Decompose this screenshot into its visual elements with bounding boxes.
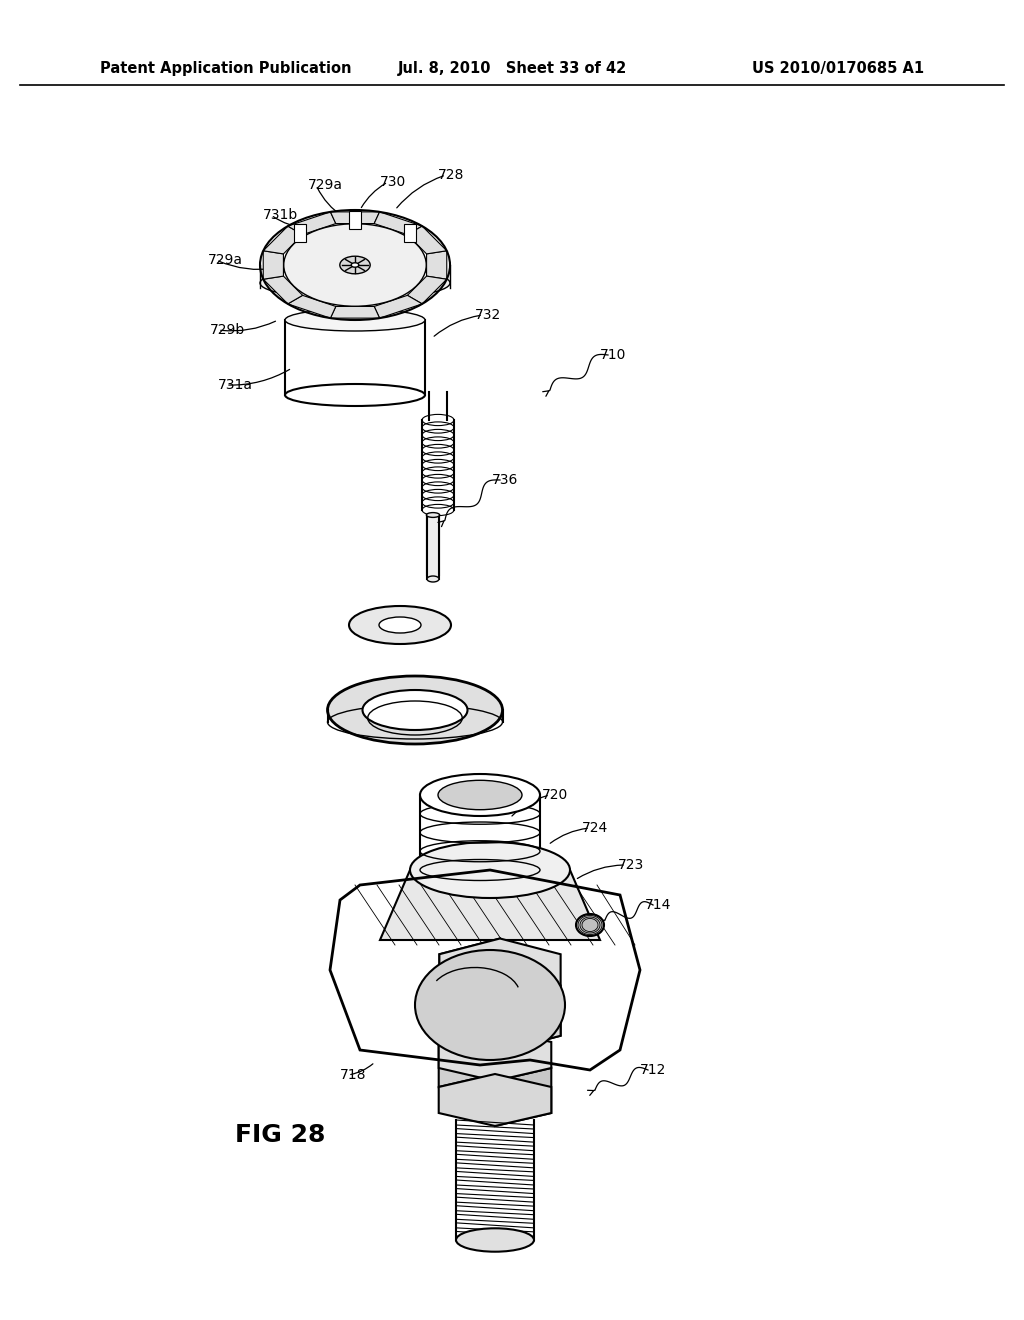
Ellipse shape xyxy=(427,576,439,582)
Text: 720: 720 xyxy=(542,788,568,803)
Ellipse shape xyxy=(438,780,522,809)
Text: 736: 736 xyxy=(492,473,518,487)
Polygon shape xyxy=(439,939,560,1002)
Text: 729a: 729a xyxy=(208,253,243,267)
Polygon shape xyxy=(374,296,422,318)
Text: 718: 718 xyxy=(340,1068,367,1082)
Text: 723: 723 xyxy=(618,858,644,873)
Polygon shape xyxy=(439,939,500,1005)
Ellipse shape xyxy=(285,384,425,407)
Polygon shape xyxy=(263,251,284,280)
Ellipse shape xyxy=(415,950,565,1060)
Polygon shape xyxy=(404,224,416,242)
Ellipse shape xyxy=(426,512,439,517)
Polygon shape xyxy=(438,1074,551,1126)
Polygon shape xyxy=(408,276,446,304)
Ellipse shape xyxy=(456,1229,534,1251)
Polygon shape xyxy=(263,226,303,253)
Ellipse shape xyxy=(328,676,503,744)
Ellipse shape xyxy=(285,309,425,331)
Text: 710: 710 xyxy=(600,348,627,362)
Polygon shape xyxy=(288,213,336,235)
Ellipse shape xyxy=(420,774,540,816)
Text: Patent Application Publication: Patent Application Publication xyxy=(100,61,351,75)
Polygon shape xyxy=(438,1030,551,1081)
Text: Jul. 8, 2010   Sheet 33 of 42: Jul. 8, 2010 Sheet 33 of 42 xyxy=(397,61,627,75)
Polygon shape xyxy=(380,870,600,940)
Polygon shape xyxy=(349,211,361,228)
Polygon shape xyxy=(331,306,380,318)
Text: FIG 28: FIG 28 xyxy=(234,1123,326,1147)
Text: 714: 714 xyxy=(645,898,672,912)
Text: 729a: 729a xyxy=(308,178,343,191)
Polygon shape xyxy=(439,989,560,1052)
Text: 731b: 731b xyxy=(263,209,298,222)
Polygon shape xyxy=(331,213,380,223)
Ellipse shape xyxy=(349,606,451,644)
Polygon shape xyxy=(294,224,306,242)
Text: 728: 728 xyxy=(438,168,464,182)
Text: 724: 724 xyxy=(582,821,608,836)
Ellipse shape xyxy=(362,690,468,730)
Polygon shape xyxy=(495,1068,551,1126)
Ellipse shape xyxy=(340,256,371,273)
Ellipse shape xyxy=(284,224,426,306)
Polygon shape xyxy=(500,986,560,1052)
Text: 732: 732 xyxy=(475,308,502,322)
Text: 729b: 729b xyxy=(210,323,246,337)
Polygon shape xyxy=(288,296,336,318)
Text: 731a: 731a xyxy=(218,378,253,392)
Ellipse shape xyxy=(351,263,358,267)
Text: US 2010/0170685 A1: US 2010/0170685 A1 xyxy=(752,61,924,75)
Polygon shape xyxy=(438,1030,495,1086)
Polygon shape xyxy=(408,226,446,253)
Ellipse shape xyxy=(410,842,570,898)
Polygon shape xyxy=(427,515,439,579)
Ellipse shape xyxy=(379,616,421,634)
Text: 712: 712 xyxy=(640,1063,667,1077)
Text: 730: 730 xyxy=(380,176,407,189)
Ellipse shape xyxy=(260,267,450,300)
Polygon shape xyxy=(427,251,446,280)
Polygon shape xyxy=(374,213,422,235)
Ellipse shape xyxy=(575,913,604,936)
Polygon shape xyxy=(263,276,303,304)
